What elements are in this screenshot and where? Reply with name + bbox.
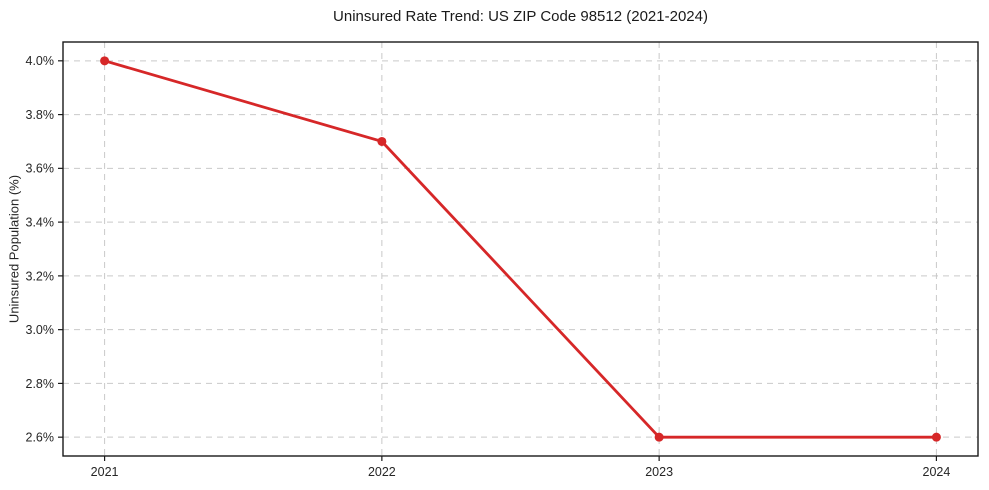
chart-title: Uninsured Rate Trend: US ZIP Code 98512 … [333,8,708,25]
plot-border [62,41,979,457]
y-tick-label: 2.6% [26,431,55,445]
x-tick-label: 2022 [368,465,396,479]
x-tick-label: 2024 [923,465,951,479]
x-tick-label: 2021 [91,465,119,479]
y-tick-label: 4.0% [26,54,55,68]
y-tick-label: 3.2% [26,269,55,283]
y-tick-label: 2.8% [26,377,55,391]
x-tick-label: 2023 [645,465,673,479]
data-point [931,432,941,442]
y-tick-label: 3.8% [26,108,55,122]
y-tick-label: 3.0% [26,323,55,337]
y-tick-label: 3.4% [26,215,55,229]
data-point [654,432,664,442]
data-point [377,136,387,146]
trend-line [103,59,938,439]
y-tick-label: 3.6% [26,162,55,176]
data-point [100,56,110,66]
